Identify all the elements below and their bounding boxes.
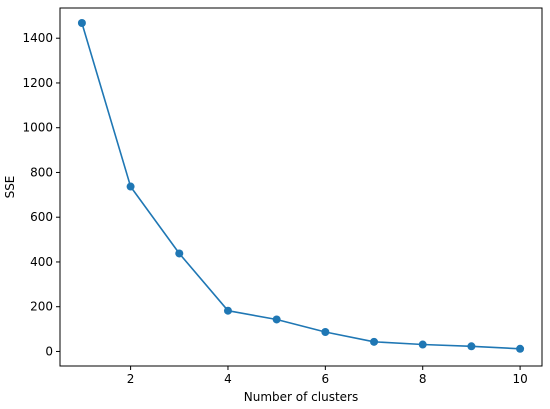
data-point (370, 337, 379, 346)
x-tick-label: 6 (322, 372, 330, 386)
x-tick-label: 8 (419, 372, 427, 386)
x-tick-label: 2 (127, 372, 135, 386)
x-tick-label: 10 (512, 372, 527, 386)
series-line (81, 22, 521, 350)
y-tick-label: 1400 (22, 31, 53, 45)
data-point (321, 327, 330, 336)
x-tick-label: 4 (224, 372, 232, 386)
y-tick-label: 600 (30, 210, 53, 224)
data-point (126, 182, 135, 191)
data-point (223, 306, 232, 315)
data-point (77, 18, 86, 27)
x-axis-title: Number of clusters (244, 390, 358, 404)
data-point (418, 340, 427, 349)
data-point (175, 249, 184, 258)
data-point (467, 342, 476, 351)
y-tick-label: 1200 (22, 76, 53, 90)
series-layer (77, 18, 525, 353)
y-tick-label: 800 (30, 165, 53, 179)
y-tick-label: 400 (30, 255, 53, 269)
plot-frame (59, 7, 543, 367)
y-tick-label: 1000 (22, 121, 53, 135)
data-point (272, 315, 281, 324)
data-point (516, 344, 525, 353)
y-tick-label: 0 (45, 344, 53, 358)
y-axis-title: SSE (3, 176, 17, 199)
ticks-layer: 2 4 6 8 10 0 200 400 600 800 1000 1200 1400 (22, 31, 527, 386)
y-tick-label: 200 (30, 300, 53, 314)
